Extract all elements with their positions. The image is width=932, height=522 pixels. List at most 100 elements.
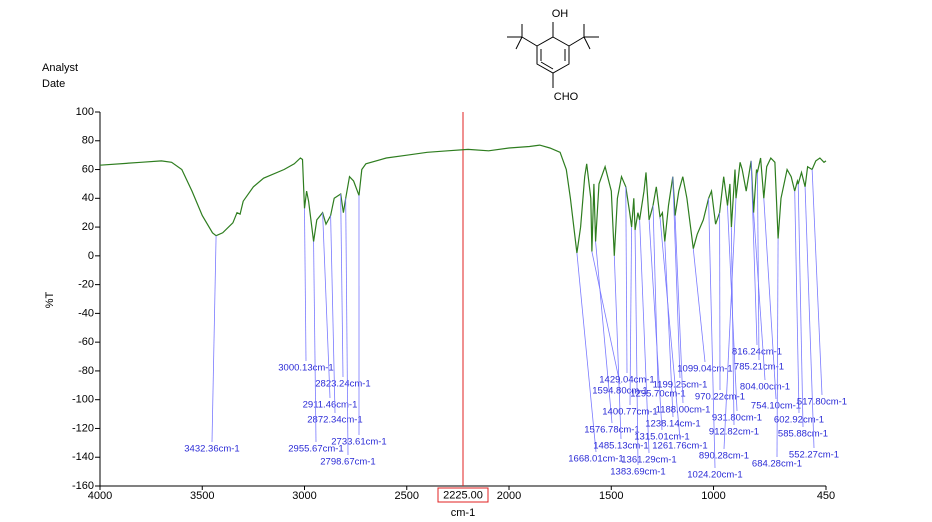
peak-line [708,198,716,469]
peak-label: 1383.69cm-1 [610,467,665,478]
y-tick-label: 0 [88,250,94,262]
x-tick-label: 4000 [88,490,112,502]
bond [540,61,554,70]
peak-line [576,252,597,453]
peak-label: 890.28cm-1 [699,451,749,462]
peak-line [613,255,622,440]
x-tick-label: 2000 [497,490,521,502]
peak-label: 1429.04cm-1 [599,375,654,386]
peak-line [794,191,800,414]
peak-label: 1238.14cm-1 [645,419,700,430]
x-tick-label: 2500 [395,490,419,502]
peak-label: 3000.13cm-1 [278,363,333,374]
y-tick-label: -20 [78,279,94,291]
peak-label: 585.88cm-1 [778,429,828,440]
peak-label: 1261.76cm-1 [652,441,707,452]
peak-line [595,241,613,424]
peak-line [345,198,349,456]
y-tick-label: -120 [72,422,94,434]
x-tick-label: 1000 [701,490,725,502]
y-tick-label: 100 [76,106,94,118]
peak-label: 2823.24cm-1 [315,379,370,390]
peak-label: 517.80cm-1 [797,397,847,408]
bond [568,36,585,47]
peak-line [659,216,681,440]
bond [583,36,591,50]
peak-line [313,241,317,443]
peak-label: 970.22cm-1 [695,392,745,403]
peak-line [776,238,779,458]
peak-label: 1199.25cm-1 [653,380,708,391]
peak-label: 2733.61cm-1 [331,437,386,448]
peak-label: 684.28cm-1 [752,459,802,470]
peak-line [629,227,632,406]
peak-label: 1295.70cm-1 [630,389,685,400]
peak-label: 2911.46cm-1 [303,400,358,411]
y-tick-label: -60 [78,336,94,348]
peak-label: 912.82cm-1 [709,427,759,438]
peak-label: 1485.13cm-1 [593,441,648,452]
peak-label: 754.10cm-1 [751,401,801,412]
y-tick-label: 20 [82,221,94,233]
peak-line [753,212,766,381]
peak-line [723,198,737,450]
x-tick-label: 3000 [292,490,316,502]
bond [521,36,538,47]
ring [536,36,570,74]
y-tick-label: 40 [82,192,94,204]
peak-label: 931.80cm-1 [712,413,762,424]
cursor-label: 2225.00 [443,489,483,501]
peak-line [804,186,815,449]
peak-line [330,215,336,414]
y-tick-label: 80 [82,135,94,147]
peak-line [763,198,777,400]
peak-label: 1315.01cm-1 [634,432,689,443]
header-date: Date [42,78,65,90]
peak-line [664,241,674,418]
header-analyst: Analyst [42,62,78,74]
structure-label: CHO [554,91,579,103]
structure-label: OH [552,8,569,20]
y-tick-label: -100 [72,394,94,406]
y-tick-label: -40 [78,307,94,319]
y-axis-label: %T [44,291,56,308]
peak-label: 1099.04cm-1 [677,364,732,375]
peak-line [639,219,650,454]
peak-label: 785.21cm-1 [734,362,784,373]
y-tick-label: -140 [72,451,94,463]
peak-line [304,208,307,362]
structure [507,22,599,88]
peak-line [797,183,804,428]
y-tick-label: 60 [82,163,94,175]
peak-line [340,193,344,378]
spectrum [99,144,827,256]
peak-line [730,227,735,426]
peak-label: 602.92cm-1 [774,415,824,426]
peak-label: 1188.00cm-1 [656,405,711,416]
peak-label: 1361.29cm-1 [621,455,676,466]
peak-line [652,205,659,388]
peak-line [591,251,621,385]
peak-label: 1576.78cm-1 [584,425,639,436]
peak-line [674,215,684,404]
bond [515,36,523,50]
x-tick-label: 1500 [599,490,623,502]
peak-label: 1024.20cm-1 [687,470,742,481]
peak-line [634,229,639,466]
y-tick-label: -160 [72,480,94,492]
x-tick-label: 3500 [190,490,214,502]
y-tick-label: -80 [78,365,94,377]
x-tick-label: 450 [817,490,835,502]
peak-label: 1594.80cm-1 [592,386,647,397]
peak-label: 2798.67cm-1 [320,457,375,468]
peak-line [648,219,663,431]
peak-label: 1400.77cm-1 [602,407,657,418]
peak-line [322,212,331,399]
peak-label: 1668.01cm-1 [568,454,623,465]
peak-label: 816.24cm-1 [732,347,782,358]
peak-label: 3432.36cm-1 [184,444,239,455]
peak-line [692,248,706,363]
peak-label: 552.27cm-1 [789,450,839,461]
x-axis-label: cm-1 [451,507,475,519]
